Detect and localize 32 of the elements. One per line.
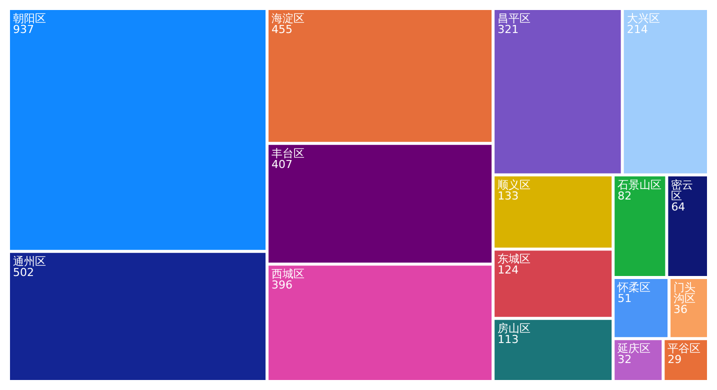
- category-label: 平谷区: [668, 342, 701, 356]
- category-label: 东城区: [498, 252, 531, 266]
- category-label: 怀柔区: [616, 281, 651, 294]
- data-label: 502: [13, 266, 34, 279]
- category-label: 延庆区: [616, 342, 651, 356]
- category-label: 顺义区: [498, 178, 531, 192]
- category-label: 昌平区: [498, 12, 531, 25]
- data-label: 36: [674, 303, 688, 316]
- category-label: 密云区: [671, 178, 694, 202]
- category-label: 门头沟区: [674, 281, 696, 306]
- category-label: 通州区: [13, 254, 46, 268]
- data-label: 937: [13, 23, 34, 36]
- category-label: 海淀区: [272, 12, 305, 25]
- category-label: 西城区: [272, 268, 305, 281]
- data-label: 64: [671, 200, 686, 214]
- data-label: 396: [272, 278, 293, 292]
- data-label: 321: [498, 23, 519, 36]
- data-label: 455: [272, 23, 293, 36]
- data-label: 407: [272, 158, 293, 171]
- category-label: 朝阳区: [13, 12, 46, 25]
- data-label: 29: [668, 353, 682, 366]
- category-label: 房山区: [498, 322, 531, 335]
- data-label: 51: [618, 292, 632, 306]
- category-label: 大兴区: [626, 12, 660, 25]
- data-label: 214: [626, 23, 648, 36]
- category-label: 丰台区: [272, 146, 305, 160]
- category-label: 石景山区: [618, 178, 662, 192]
- data-label: 124: [498, 264, 519, 277]
- data-label: 82: [618, 189, 632, 202]
- data-label: 32: [618, 353, 632, 366]
- data-label: 133: [498, 189, 519, 202]
- data-label: 113: [498, 332, 519, 346]
